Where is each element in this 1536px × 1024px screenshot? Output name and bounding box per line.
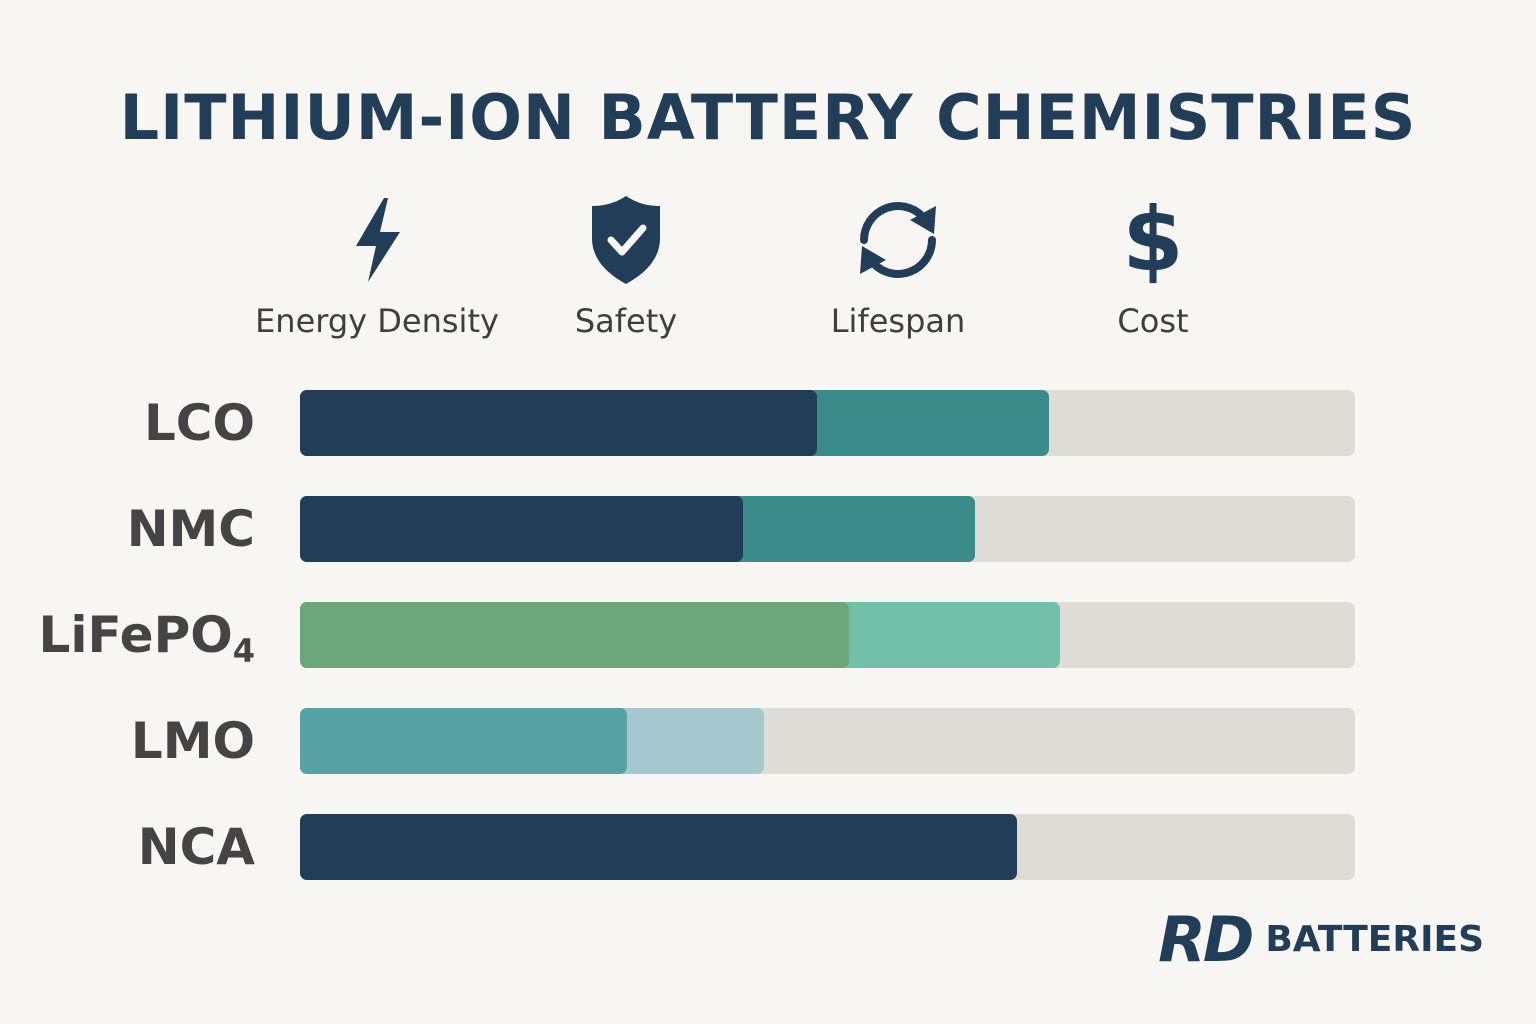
- bar-segment-lco-1: [300, 390, 817, 456]
- page-title: LITHIUM-ION BATTERY CHEMISTRIES: [119, 81, 1417, 154]
- brand-logo: RD BATTERIES: [1158, 903, 1484, 976]
- bar-segment-lifepo4-1: [300, 602, 849, 668]
- metric-cost: $ Cost: [1003, 188, 1303, 341]
- bar-track-lifepo4: [300, 602, 1355, 668]
- metric-lifespan: Lifespan: [748, 192, 1048, 340]
- shield-check-icon: [592, 196, 660, 284]
- metric-label: Safety: [574, 302, 678, 340]
- metric-label: Lifespan: [830, 302, 966, 340]
- cycle-arrows-icon: [860, 202, 936, 278]
- metric-label: Energy Density: [255, 302, 499, 340]
- bar-track-nmc: [300, 496, 1355, 562]
- brand-name: BATTERIES: [1265, 919, 1484, 960]
- bar-track-nca: [300, 814, 1355, 880]
- lightning-bolt-icon: [356, 198, 400, 282]
- row-label-nmc: NMC: [126, 500, 255, 558]
- dollar-icon: $: [1122, 188, 1184, 291]
- bar-segment-nmc-1: [300, 496, 743, 562]
- bar-segment-nca-1: [300, 814, 1017, 880]
- bar-segment-lmo-1: [300, 708, 627, 774]
- bar-track-lmo: [300, 708, 1355, 774]
- metric-energy-density: Energy Density: [227, 192, 527, 340]
- row-label-lco: LCO: [143, 394, 255, 452]
- bar-track-lco: [300, 390, 1355, 456]
- metric-label: Cost: [1117, 302, 1189, 340]
- brand-mark: RD: [1158, 903, 1254, 976]
- metric-safety: Safety: [476, 192, 776, 340]
- row-label-nca: NCA: [137, 818, 255, 876]
- row-label-lmo: LMO: [130, 712, 255, 770]
- row-label-lifepo4: LiFePO4: [38, 606, 255, 670]
